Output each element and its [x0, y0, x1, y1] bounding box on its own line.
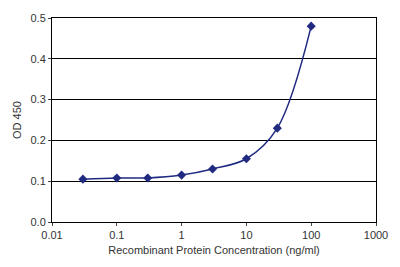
svg-text:0.5: 0.5: [31, 12, 46, 24]
svg-text:1: 1: [179, 229, 185, 241]
svg-text:0.0: 0.0: [31, 216, 46, 228]
svg-text:10: 10: [240, 229, 252, 241]
svg-text:1000: 1000: [364, 229, 388, 241]
svg-text:0.01: 0.01: [41, 229, 62, 241]
svg-text:0.1: 0.1: [31, 175, 46, 187]
svg-text:0.3: 0.3: [31, 93, 46, 105]
svg-text:0.4: 0.4: [31, 53, 46, 65]
svg-text:Recombinant Protein Concentrat: Recombinant Protein Concentration (ng/ml…: [108, 244, 320, 256]
svg-text:0.1: 0.1: [109, 229, 124, 241]
svg-text:100: 100: [302, 229, 320, 241]
svg-text:OD 450: OD 450: [11, 101, 23, 139]
svg-text:0.2: 0.2: [31, 134, 46, 146]
